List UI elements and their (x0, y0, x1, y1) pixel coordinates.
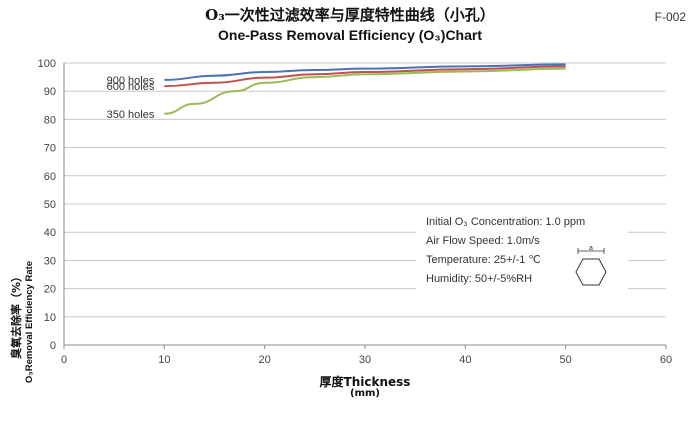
x-axis-unit: (mm) (350, 388, 380, 399)
y-tick-label: 70 (44, 143, 56, 155)
y-tick-label: 40 (44, 227, 56, 239)
y-axis-label-en: O₃Removal Efficiency Rate (24, 260, 35, 384)
hex-dimension-label: a (589, 245, 593, 252)
condition-humidity: Humidity: 50+/-5%RH (426, 273, 533, 285)
y-tick-label: 90 (44, 86, 56, 98)
series-line-1 (164, 65, 566, 88)
condition-concentration: Initial O₃ Concentration: 1.0 ppm (426, 216, 586, 228)
x-tick-label: 30 (359, 354, 371, 366)
line-chart: 0 10 20 30 40 50 60 70 80 90 100 0 10 20 30 40 50 60 900 h… (38, 58, 672, 366)
series-label-0: 900 holes (107, 75, 155, 87)
series-line-2 (164, 67, 566, 115)
y-tick-label: 10 (44, 312, 56, 324)
x-tick-label: 50 (560, 354, 572, 366)
y-tick-label: 30 (44, 255, 56, 267)
series-label-2: 350 holes (107, 109, 155, 121)
series-label-1: 600 holes (107, 81, 155, 93)
y-tick-label: 80 (44, 114, 56, 126)
hexagon-cell-icon: a (566, 241, 616, 291)
x-tick-label: 40 (459, 354, 471, 366)
y-tick-label: 0 (50, 340, 56, 352)
y-tick-label: 100 (38, 58, 56, 70)
y-axis-label-cn: 臭氧去除率（%） (10, 270, 23, 360)
test-conditions-box: Initial O₃ Concentration: 1.0 ppm Air Fl… (416, 213, 628, 293)
x-axis-label: 厚度Thickness (319, 375, 411, 389)
x-tick-label: 0 (61, 354, 67, 366)
x-tick-label: 10 (158, 354, 170, 366)
document-code: F-002 (654, 10, 686, 24)
x-tick-label: 60 (660, 354, 672, 366)
x-tick-label: 20 (259, 354, 271, 366)
series-line-0 (164, 63, 566, 81)
chart-title-en: One-Pass Removal Efficiency (O₃)Chart (218, 27, 482, 43)
condition-temperature: Temperature: 25+/-1 ℃ (426, 254, 541, 266)
chart-title-cn: O₃一次性过滤效率与厚度特性曲线（小孔） (205, 6, 495, 24)
y-tick-label: 60 (44, 171, 56, 183)
y-tick-label: 50 (44, 199, 56, 211)
condition-air-flow: Air Flow Speed: 1.0m/s (426, 235, 540, 247)
y-tick-label: 20 (44, 284, 56, 296)
